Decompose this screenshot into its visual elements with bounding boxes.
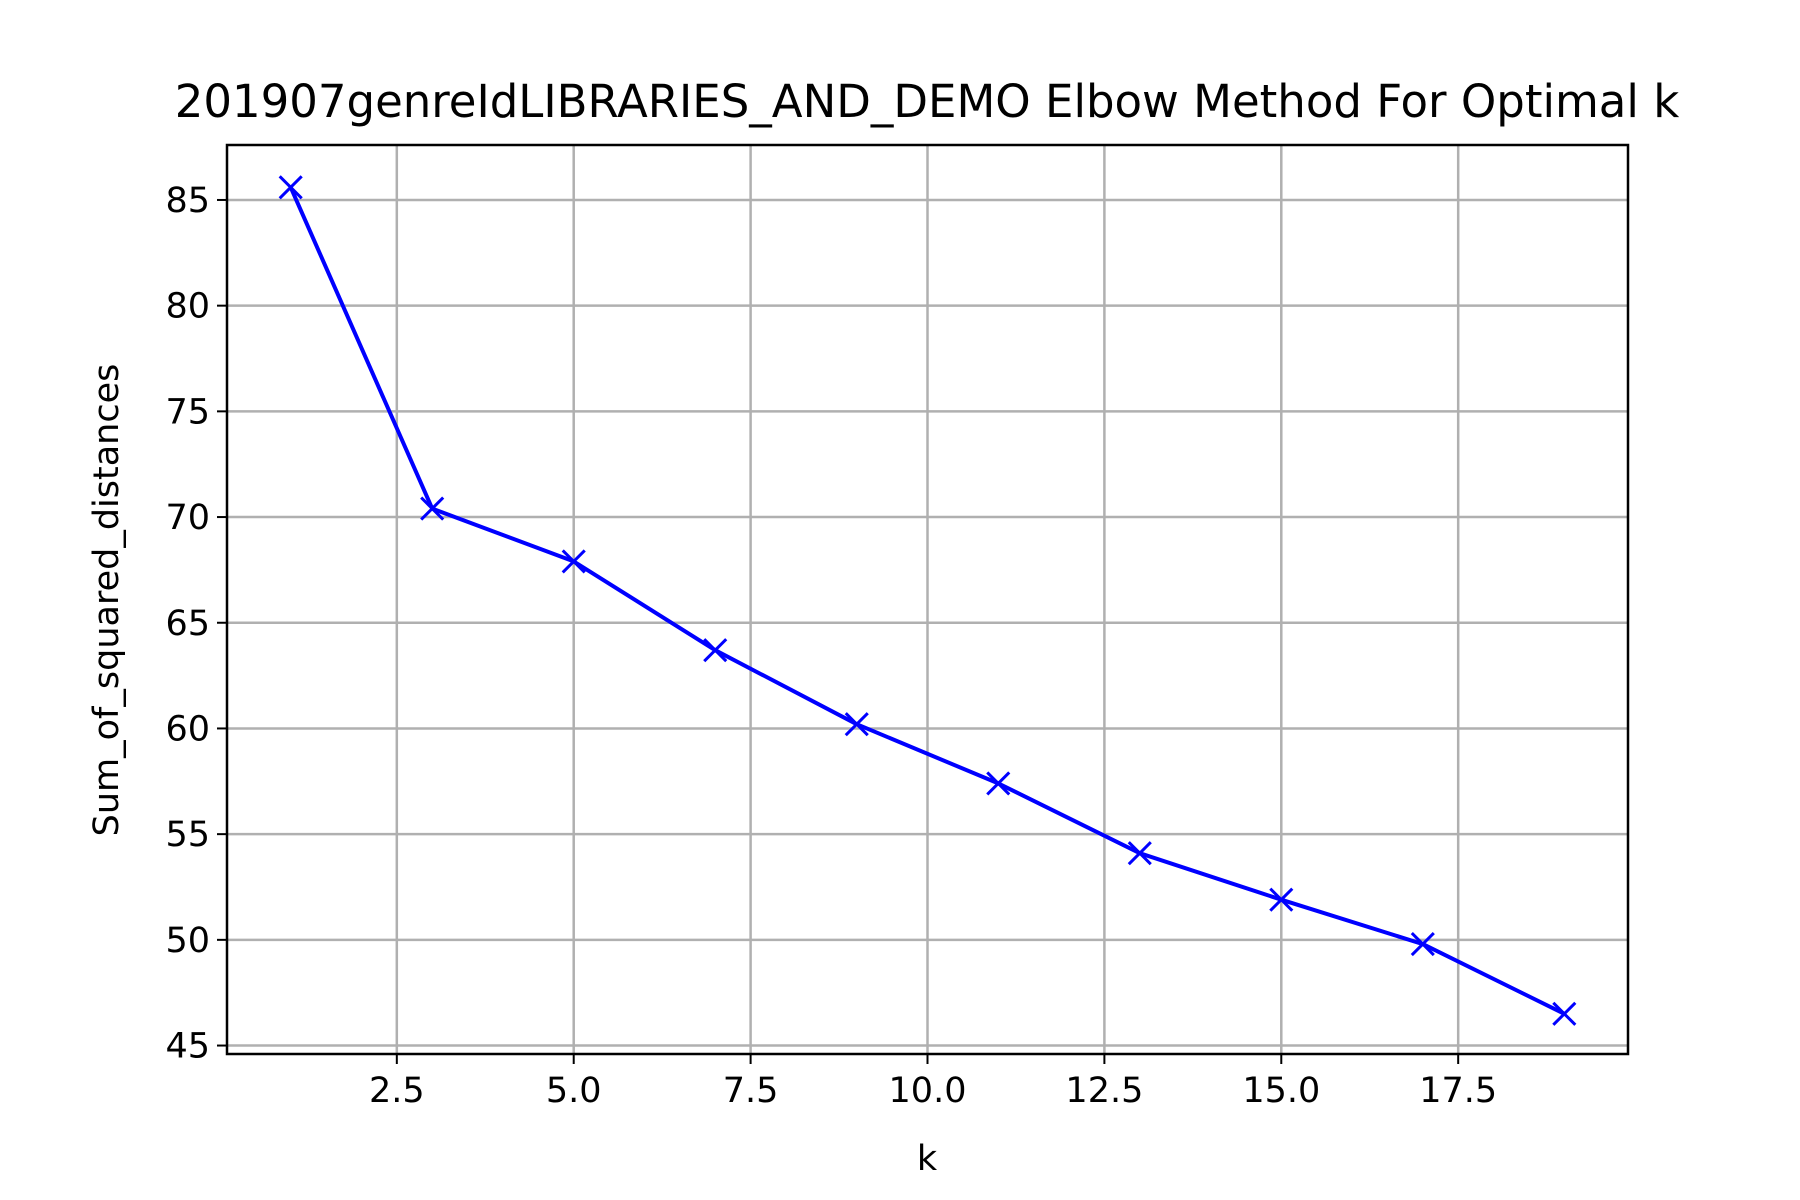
y-tick-label: 80: [165, 287, 210, 327]
axis-tick-labels: 2.5 5.0 7.5 10.0 12.5 15.0 17.5 45 50 55 60 65 70 75 8…: [165, 181, 1497, 1111]
x-tick-label: 10.0: [889, 1071, 967, 1111]
x-axis-label: k: [917, 1139, 938, 1179]
x-tick-label: 2.5: [369, 1071, 425, 1111]
y-tick-label: 70: [165, 498, 210, 538]
data-point-marker: [986, 771, 1011, 796]
y-tick-label: 50: [165, 921, 210, 961]
data-point-marker: [1269, 887, 1294, 912]
data-point-marker: [420, 496, 445, 521]
x-tick-label: 17.5: [1419, 1071, 1497, 1111]
y-tick-label: 75: [165, 392, 210, 432]
chart-title: 201907genreIdLIBRARIES_AND_DEMO Elbow Me…: [175, 75, 1680, 128]
x-tick-label: 15.0: [1242, 1071, 1320, 1111]
data-point-marker: [278, 175, 303, 200]
x-tick-label: 5.0: [546, 1071, 602, 1111]
plot-frame: [225, 143, 1630, 1056]
y-tick-label: 65: [165, 604, 210, 644]
x-tick-label: 7.5: [723, 1071, 779, 1111]
y-tick-label: 60: [165, 709, 210, 749]
y-tick-label: 55: [165, 815, 210, 855]
data-point-marker: [1552, 1001, 1577, 1026]
grid-lines: [227, 145, 1628, 1054]
y-tick-label: 45: [165, 1027, 210, 1067]
y-axis-label: Sum_of_squared_distances: [87, 364, 127, 837]
x-tick-label: 12.5: [1065, 1071, 1143, 1111]
axis-ticks: [217, 198, 1460, 1064]
data-point-marker: [1410, 932, 1435, 957]
data-point-marker: [844, 712, 869, 737]
y-tick-label: 85: [165, 181, 210, 221]
data-point-marker: [1127, 841, 1152, 866]
data-point-marker: [703, 638, 728, 663]
data-point-marker: [561, 549, 586, 574]
data-markers: [278, 175, 1577, 1026]
series-line: [288, 186, 1566, 1016]
